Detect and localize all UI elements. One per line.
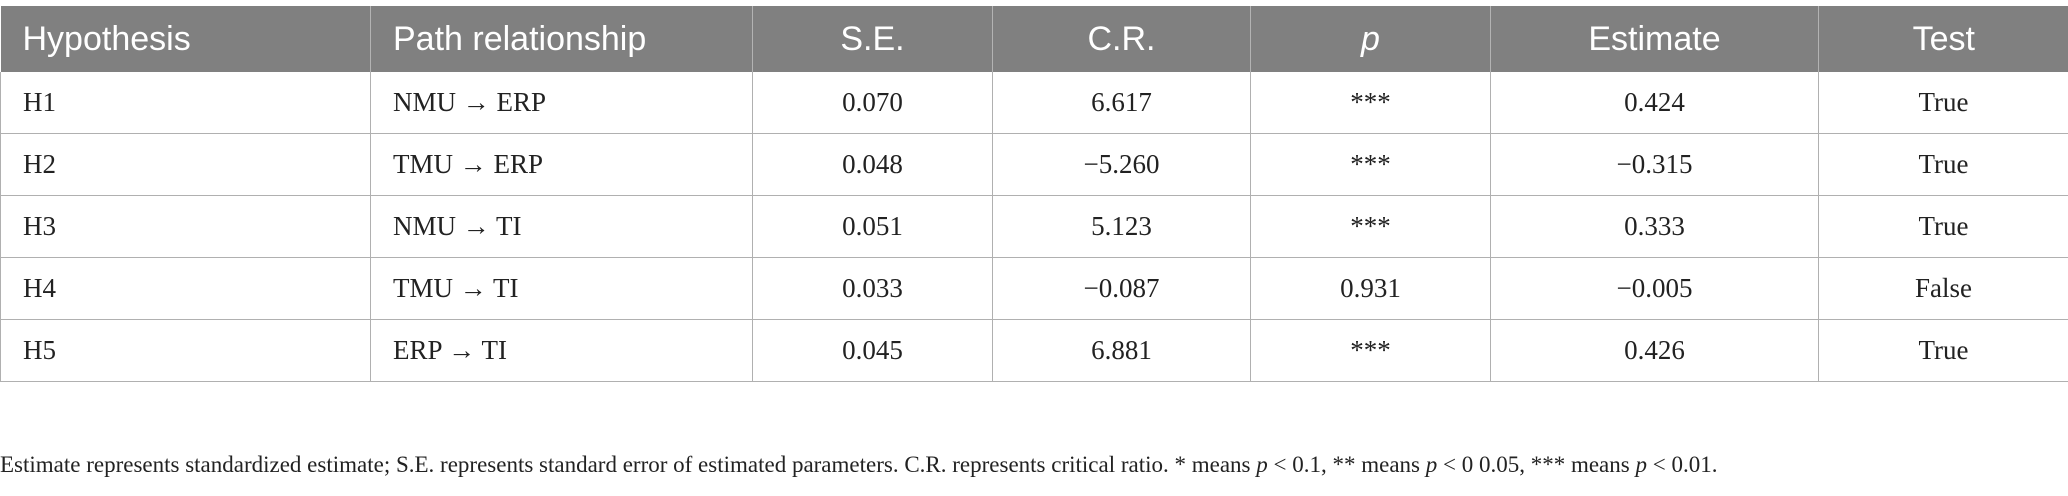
cell-cr: 5.123 (992, 195, 1251, 258)
cell-hypothesis: H3 (0, 195, 371, 258)
cell-path: TMU → ERP (370, 133, 753, 196)
cell-p: *** (1250, 195, 1491, 258)
table-footnote: Estimate represents standardized estimat… (0, 452, 2068, 478)
cell-estimate: −0.315 (1490, 133, 1819, 196)
cell-test: True (1818, 319, 2068, 382)
cell-se: 0.033 (752, 257, 993, 320)
cell-cr: −5.260 (992, 133, 1251, 196)
cell-cr: −0.087 (992, 257, 1251, 320)
cell-path: NMU → TI (370, 195, 753, 258)
header-path-relationship: Path relationship (370, 6, 753, 72)
cell-test: False (1818, 257, 2068, 320)
footnote-text: < 0 0.05, *** means (1437, 452, 1636, 477)
table-row: H3 NMU → TI 0.051 5.123 *** 0.333 True (0, 195, 2068, 258)
cell-test: True (1818, 72, 2068, 134)
cell-hypothesis: H2 (0, 133, 371, 196)
cell-p: *** (1250, 72, 1491, 134)
cell-estimate: 0.333 (1490, 195, 1819, 258)
cell-se: 0.048 (752, 133, 993, 196)
cell-se: 0.045 (752, 319, 993, 382)
header-hypothesis: Hypothesis (0, 6, 371, 72)
cell-hypothesis: H5 (0, 319, 371, 382)
cell-se: 0.051 (752, 195, 993, 258)
cell-cr: 6.617 (992, 72, 1251, 134)
cell-path: TMU → TI (370, 257, 753, 320)
table-row: H5 ERP → TI 0.045 6.881 *** 0.426 True (0, 319, 2068, 382)
cell-p: *** (1250, 319, 1491, 382)
cell-estimate: −0.005 (1490, 257, 1819, 320)
footnote-p-symbol: p (1425, 452, 1438, 477)
table-row: H1 NMU → ERP 0.070 6.617 *** 0.424 True (0, 72, 2068, 134)
table-row: H2 TMU → ERP 0.048 −5.260 *** −0.315 Tru… (0, 133, 2068, 196)
cell-path: ERP → TI (370, 319, 753, 382)
header-cr: C.R. (992, 6, 1251, 72)
cell-hypothesis: H1 (0, 72, 371, 134)
cell-path: NMU → ERP (370, 72, 753, 134)
footnote-p-symbol: p (1635, 452, 1647, 477)
footnote-text: < 0.01. (1646, 452, 1718, 477)
cell-hypothesis: H4 (0, 257, 371, 320)
footnote-text: Estimate represents standardized estimat… (0, 452, 1257, 477)
header-test: Test (1818, 6, 2068, 72)
cell-test: True (1818, 195, 2068, 258)
results-table: Hypothesis Path relationship S.E. C.R. p… (0, 6, 2068, 382)
cell-estimate: 0.424 (1490, 72, 1819, 134)
footnote-p-symbol: p (1256, 452, 1268, 477)
header-p: p (1250, 6, 1491, 72)
table-row: H4 TMU → TI 0.033 −0.087 0.931 −0.005 Fa… (0, 257, 2068, 320)
cell-p: 0.931 (1250, 257, 1491, 320)
cell-cr: 6.881 (992, 319, 1251, 382)
header-row: Hypothesis Path relationship S.E. C.R. p… (0, 6, 2068, 72)
footnote-text: < 0.1, ** means (1267, 452, 1426, 477)
cell-test: True (1818, 133, 2068, 196)
cell-se: 0.070 (752, 72, 993, 134)
cell-p: *** (1250, 133, 1491, 196)
header-estimate: Estimate (1490, 6, 1819, 72)
header-se: S.E. (752, 6, 993, 72)
cell-estimate: 0.426 (1490, 319, 1819, 382)
